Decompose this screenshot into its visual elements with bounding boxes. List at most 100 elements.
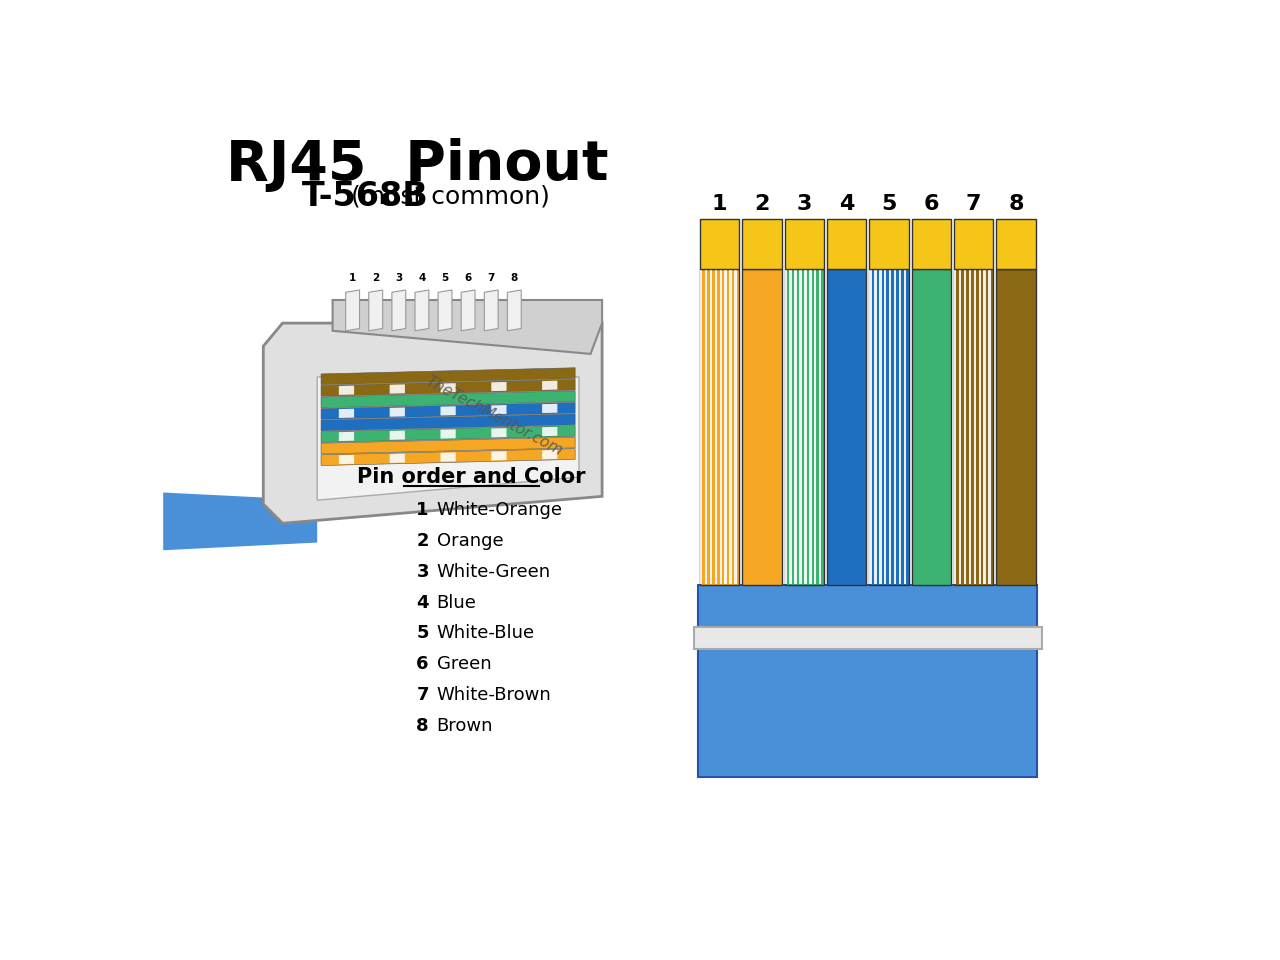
Polygon shape bbox=[543, 381, 557, 390]
Bar bbox=[969, 270, 972, 584]
Polygon shape bbox=[492, 451, 507, 461]
Bar bbox=[785, 269, 824, 585]
Text: Pin order and Color: Pin order and Color bbox=[357, 468, 585, 487]
Bar bbox=[964, 270, 966, 584]
Bar bbox=[809, 270, 812, 584]
Text: 2: 2 bbox=[416, 532, 429, 550]
Bar bbox=[959, 270, 961, 584]
Polygon shape bbox=[164, 492, 317, 550]
Bar bbox=[700, 269, 739, 585]
Bar bbox=[899, 270, 901, 584]
Text: 5: 5 bbox=[416, 624, 429, 642]
Bar bbox=[911, 219, 951, 269]
Text: 5: 5 bbox=[442, 274, 449, 283]
Polygon shape bbox=[389, 454, 404, 463]
Bar bbox=[879, 270, 882, 584]
Polygon shape bbox=[389, 431, 404, 440]
Bar bbox=[893, 270, 896, 584]
Polygon shape bbox=[321, 368, 575, 385]
Bar bbox=[996, 219, 1036, 269]
Polygon shape bbox=[440, 406, 456, 416]
Bar bbox=[709, 270, 712, 584]
Text: 6: 6 bbox=[924, 194, 940, 214]
Polygon shape bbox=[440, 383, 456, 393]
Text: 3: 3 bbox=[396, 274, 402, 283]
Bar bbox=[904, 270, 906, 584]
Bar bbox=[983, 270, 986, 584]
Bar bbox=[988, 270, 991, 584]
Bar bbox=[699, 585, 1037, 627]
Bar bbox=[954, 219, 993, 269]
Polygon shape bbox=[339, 409, 355, 418]
Polygon shape bbox=[333, 300, 602, 354]
Polygon shape bbox=[461, 290, 475, 331]
Polygon shape bbox=[321, 379, 575, 396]
Bar bbox=[790, 270, 792, 584]
Text: 8: 8 bbox=[511, 274, 518, 283]
Text: 4: 4 bbox=[419, 274, 426, 283]
Text: 1: 1 bbox=[349, 274, 356, 283]
Polygon shape bbox=[321, 414, 575, 431]
Text: 7: 7 bbox=[966, 194, 982, 214]
Bar bbox=[719, 270, 722, 584]
Text: 6: 6 bbox=[416, 656, 429, 673]
Bar bbox=[700, 270, 703, 584]
Bar bbox=[954, 270, 956, 584]
Polygon shape bbox=[415, 290, 429, 331]
Bar bbox=[714, 270, 717, 584]
Polygon shape bbox=[369, 290, 383, 331]
Polygon shape bbox=[321, 391, 575, 408]
Bar bbox=[869, 269, 909, 585]
Polygon shape bbox=[339, 455, 355, 465]
Bar bbox=[814, 270, 817, 584]
Bar bbox=[799, 270, 801, 584]
Text: (most common): (most common) bbox=[343, 184, 550, 208]
Bar bbox=[705, 270, 708, 584]
Text: White-Orange: White-Orange bbox=[436, 501, 562, 519]
Polygon shape bbox=[492, 405, 507, 415]
Polygon shape bbox=[321, 402, 575, 420]
Bar bbox=[735, 270, 737, 584]
Text: 1: 1 bbox=[712, 194, 727, 214]
Text: 1: 1 bbox=[416, 501, 429, 519]
Bar bbox=[827, 269, 867, 585]
Bar bbox=[742, 219, 782, 269]
Bar bbox=[888, 270, 891, 584]
Text: 2: 2 bbox=[372, 274, 379, 283]
Polygon shape bbox=[321, 448, 575, 466]
Polygon shape bbox=[317, 377, 579, 500]
Text: 5: 5 bbox=[881, 194, 896, 214]
Bar bbox=[795, 270, 797, 584]
Bar bbox=[724, 270, 727, 584]
Bar bbox=[978, 270, 980, 584]
Text: Orange: Orange bbox=[436, 532, 503, 550]
Polygon shape bbox=[438, 290, 452, 331]
Text: 8: 8 bbox=[1009, 194, 1024, 214]
Polygon shape bbox=[440, 452, 456, 462]
Text: Green: Green bbox=[436, 656, 492, 673]
Polygon shape bbox=[543, 450, 557, 459]
Text: 6: 6 bbox=[465, 274, 472, 283]
Bar bbox=[819, 270, 822, 584]
Polygon shape bbox=[321, 437, 575, 454]
Polygon shape bbox=[321, 425, 575, 443]
Polygon shape bbox=[484, 290, 498, 331]
Text: Brown: Brown bbox=[436, 717, 493, 734]
Text: RJ45  Pinout: RJ45 Pinout bbox=[227, 138, 608, 192]
Bar bbox=[869, 219, 909, 269]
Bar bbox=[996, 269, 1036, 585]
Bar bbox=[742, 269, 782, 585]
Polygon shape bbox=[492, 428, 507, 438]
Text: 2: 2 bbox=[754, 194, 769, 214]
Text: 8: 8 bbox=[416, 717, 429, 734]
Text: 7: 7 bbox=[416, 686, 429, 704]
Polygon shape bbox=[507, 290, 521, 331]
Bar bbox=[911, 269, 951, 585]
Bar bbox=[874, 270, 877, 584]
Polygon shape bbox=[339, 386, 355, 395]
Text: Blue: Blue bbox=[436, 593, 476, 612]
Bar bbox=[974, 270, 977, 584]
Text: White-Green: White-Green bbox=[436, 563, 550, 581]
Bar bbox=[699, 649, 1037, 778]
Text: 4: 4 bbox=[838, 194, 854, 214]
